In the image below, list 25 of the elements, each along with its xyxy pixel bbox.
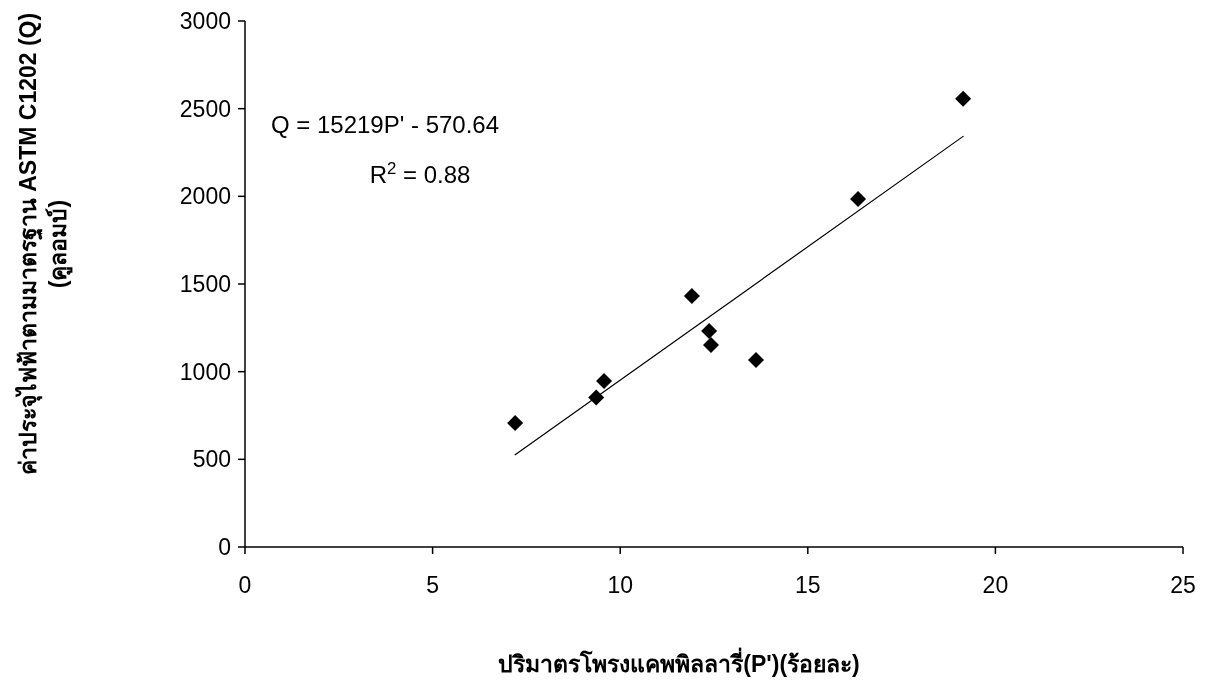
y-tick-label: 500 (192, 446, 231, 473)
x-tick-label: 15 (795, 572, 821, 598)
annotation: Q = 15219P' - 570.64 (270, 111, 500, 138)
x-axis-title: ปริมาตรโพรงแคพพิลลารี่(P')(ร้อยละ) (498, 647, 860, 677)
point (850, 190, 867, 207)
point (596, 372, 613, 389)
x-tick-label: 20 (982, 572, 1009, 598)
y-tick-label: 2500 (179, 95, 231, 122)
point (703, 337, 719, 354)
y-tick-label: 1000 (179, 358, 231, 385)
annotation: R$^{2}$ = 0.88 (369, 158, 471, 188)
x-tick-label: 25 (1170, 572, 1196, 598)
y-tick-label: 2000 (179, 183, 231, 210)
point (683, 287, 700, 304)
x-tick-label: 5 (426, 572, 439, 598)
point (507, 415, 524, 432)
y-tick-label: 1500 (179, 271, 231, 297)
y-axis-title: ค่าประจุไฟฟ้าตามมาตรฐาน ASTM C1202 (Q) (คูลอมบ์) (14, 11, 74, 478)
point (748, 351, 765, 368)
y-tick-label: 3000 (179, 8, 231, 34)
y-tick-label: 0 (218, 534, 231, 560)
point (955, 90, 972, 107)
x-tick-label: 0 (238, 572, 252, 598)
x-tick-label: 10 (607, 572, 633, 598)
point (701, 322, 718, 339)
